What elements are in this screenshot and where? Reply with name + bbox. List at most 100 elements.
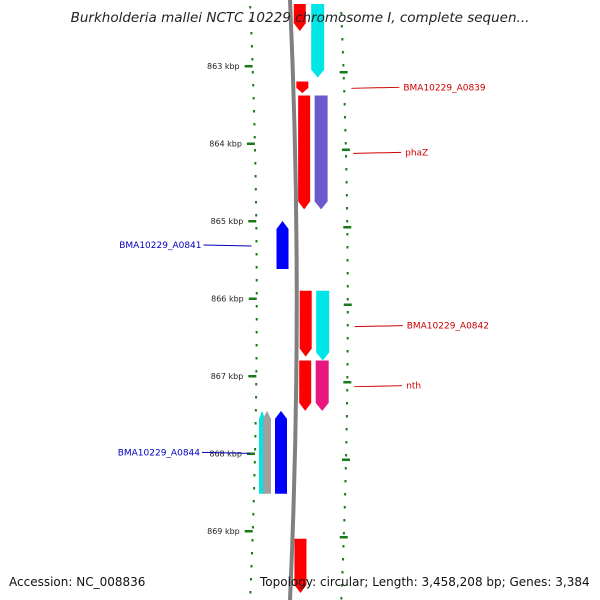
inner-dot <box>345 441 348 444</box>
outer-dot <box>254 175 257 178</box>
inner-dot <box>345 428 348 431</box>
inner-dot <box>345 181 348 184</box>
inner-dot <box>345 155 348 158</box>
outer-dot <box>252 500 255 503</box>
inner-dot <box>346 298 349 301</box>
tick-mark-outer <box>246 452 255 455</box>
inner-dot <box>345 194 348 197</box>
gene-arrow <box>263 410 272 494</box>
tick-mark-inner <box>339 536 348 539</box>
inner-dot <box>345 454 348 457</box>
inner-dot <box>346 324 349 327</box>
outer-dot <box>255 201 258 204</box>
gene-arrow <box>299 290 312 357</box>
inner-dot <box>346 389 349 392</box>
tick-mark-outer <box>248 375 257 378</box>
gene-label-line <box>203 244 252 247</box>
outer-dot <box>255 240 258 243</box>
outer-dot <box>250 552 253 555</box>
outer-dot <box>255 266 258 269</box>
tick-mark-inner <box>341 458 350 461</box>
outer-dot <box>252 513 255 516</box>
inner-dot <box>346 259 349 262</box>
tick-label: 868 kbp <box>209 450 242 459</box>
gene-features <box>259 4 330 593</box>
gene-arrow <box>296 81 309 94</box>
tick-mark-inner <box>343 303 352 306</box>
outer-dot <box>251 526 254 529</box>
gene-label: BMA10229_A0844 <box>118 448 201 458</box>
gene-label: BMA10229_A0841 <box>119 241 201 251</box>
gene-arrow <box>316 290 330 361</box>
outer-dot <box>255 396 258 399</box>
tick-mark-outer <box>244 65 253 68</box>
tick-mark-inner <box>339 71 348 74</box>
accession-text: Accession: NC_008836 <box>9 575 146 589</box>
inner-dot <box>344 116 347 119</box>
inner-dot <box>340 25 343 28</box>
inner-dot <box>342 64 345 67</box>
outer-dot <box>249 6 252 9</box>
tick-label: 867 kbp <box>211 372 244 381</box>
inner-dot <box>343 90 346 93</box>
inner-dot <box>346 350 349 353</box>
outer-dot <box>250 32 253 35</box>
gene-label-line <box>353 151 402 154</box>
gene-label: BMA10229_A0842 <box>407 322 489 332</box>
outer-dot <box>254 422 257 425</box>
outer-dot <box>253 110 256 113</box>
topology-text: Topology: circular; Length: 3,458,208 bp… <box>260 575 590 589</box>
gene-arrow <box>315 360 329 411</box>
gene-label-line <box>201 451 251 454</box>
inner-dot <box>344 467 347 470</box>
gene-arrow <box>298 95 311 210</box>
outer-dot <box>250 45 253 48</box>
inner-dot <box>340 584 343 587</box>
inner-dot <box>345 415 348 418</box>
inner-dot <box>344 142 347 145</box>
tick-mark-inner <box>341 148 350 151</box>
tick-mark-outer <box>246 142 255 145</box>
tick-label: 864 kbp <box>209 140 242 149</box>
inner-dot <box>340 12 343 15</box>
outer-dot <box>252 84 255 87</box>
tick-mark-outer <box>244 530 253 533</box>
inner-dot <box>346 285 349 288</box>
inner-dot <box>346 402 349 405</box>
gene-arrow <box>276 221 289 270</box>
outer-dot <box>255 253 258 256</box>
gene-label-line <box>354 385 403 388</box>
outer-dot <box>255 227 258 230</box>
outer-dot <box>255 370 258 373</box>
inner-dot <box>346 246 349 249</box>
outer-dot <box>253 136 256 139</box>
gene-arrow <box>311 4 325 78</box>
inner-dot <box>341 51 344 54</box>
outer-dot <box>254 448 257 451</box>
outer-dot <box>255 383 258 386</box>
outer-dot <box>254 409 257 412</box>
gene-arrow <box>293 4 306 32</box>
gene-arrow <box>314 95 328 210</box>
gene-label: nth <box>406 382 421 392</box>
inner-dot <box>343 519 346 522</box>
inner-dot <box>344 493 347 496</box>
tick-mark-inner <box>343 226 352 229</box>
tick-mark-outer <box>248 220 257 223</box>
inner-dot <box>346 272 349 275</box>
outer-dot <box>255 292 258 295</box>
inner-dot <box>341 558 344 561</box>
outer-dot <box>251 71 254 74</box>
gene-arrow <box>275 410 288 494</box>
outer-dot <box>252 97 255 100</box>
inner-dot <box>346 220 349 223</box>
tick-label: 863 kbp <box>207 62 240 71</box>
outer-dot <box>255 318 258 321</box>
outer-dot <box>251 539 254 542</box>
outer-dot <box>255 305 258 308</box>
tick-label: 866 kbp <box>211 295 244 304</box>
inner-dot <box>345 168 348 171</box>
outer-dot <box>253 123 256 126</box>
inner-dot <box>346 233 349 236</box>
